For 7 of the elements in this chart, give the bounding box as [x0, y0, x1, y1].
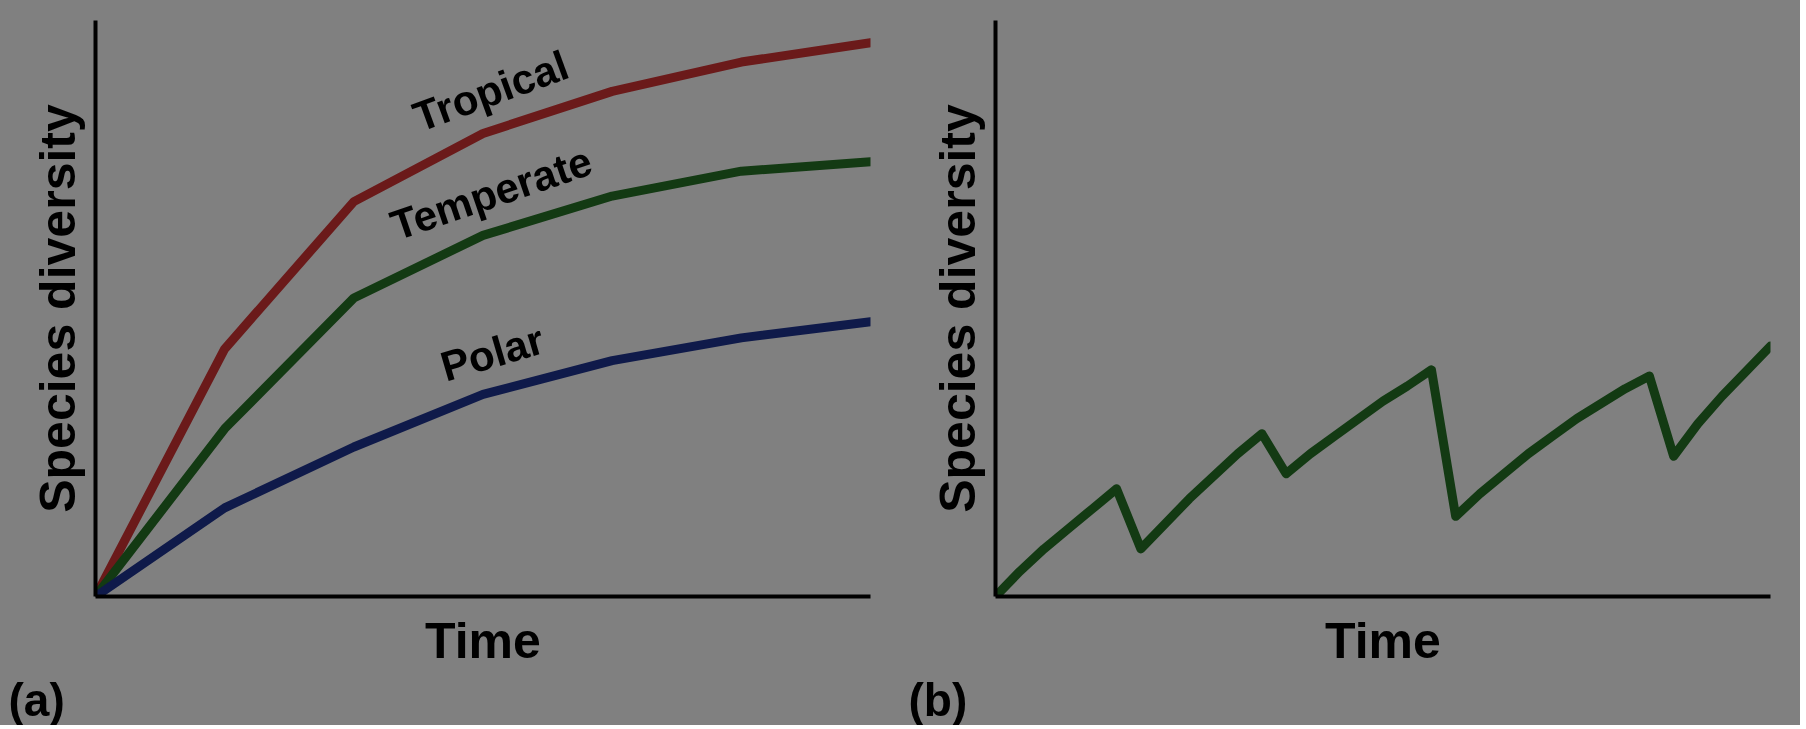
x-axis-title: Time: [1325, 612, 1441, 669]
text: (b): [908, 673, 968, 726]
text: (a): [8, 673, 65, 726]
x-axis-title: Time: [425, 612, 541, 669]
y-axis-title: Species diversity: [929, 104, 986, 513]
text: Polar: [435, 315, 550, 391]
y-axis-title: Species diversity: [29, 104, 86, 513]
